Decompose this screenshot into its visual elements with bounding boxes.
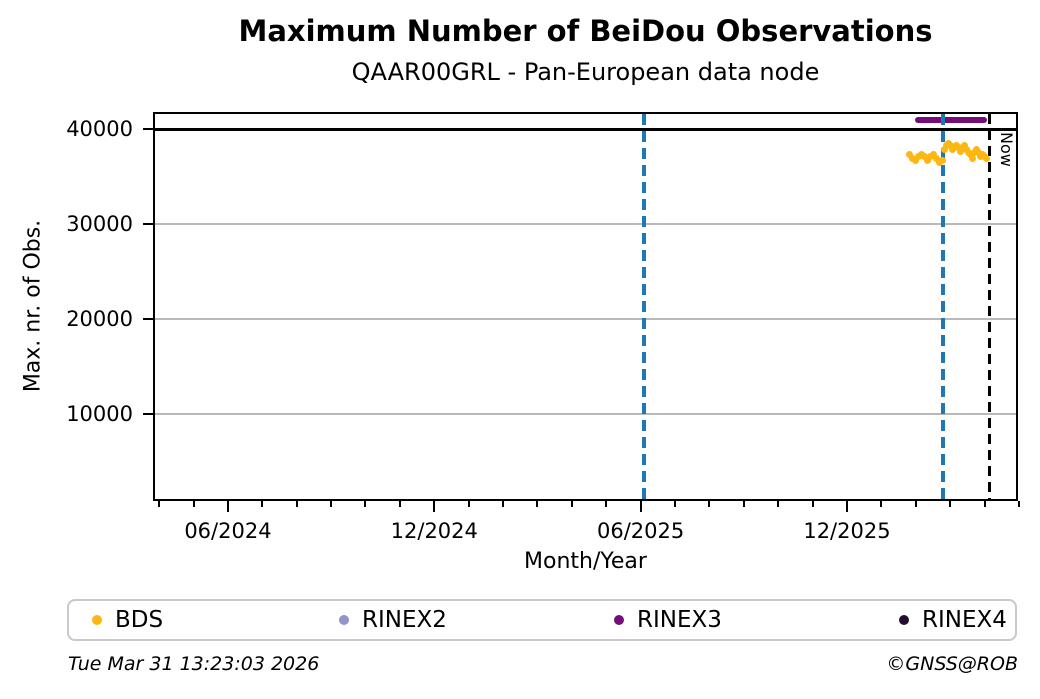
x-minor-tick xyxy=(811,501,814,507)
event-vline xyxy=(641,114,646,499)
bds-point xyxy=(938,156,946,164)
x-minor-tick xyxy=(914,501,917,507)
x-minor-tick xyxy=(467,501,470,507)
rinex3-marker-icon xyxy=(614,615,624,625)
x-minor-tick xyxy=(673,501,676,507)
credit: ©GNSS@ROB xyxy=(886,653,1018,675)
y-tick-label: 40000 xyxy=(66,117,133,142)
plot-area: 10000 20000 30000 40000 06/2024 12/2024 06/202… xyxy=(66,112,1020,543)
bds-point xyxy=(966,151,974,159)
x-tick-label: 06/2025 xyxy=(596,519,685,543)
x-axis-label: Month/Year xyxy=(524,549,647,574)
bds-point xyxy=(933,154,941,162)
chart-title: Maximum Number of BeiDou Observations xyxy=(238,14,933,48)
x-minor-tick xyxy=(880,501,883,507)
gridline xyxy=(155,412,1016,415)
legend-item-bds: BDS xyxy=(92,607,163,633)
y-tick-label: 10000 xyxy=(66,401,133,426)
x-minor-tick xyxy=(1017,501,1020,507)
legend-label: BDS xyxy=(115,607,164,633)
legend-item-rinex4: RINEX4 xyxy=(899,607,1007,633)
event-vline xyxy=(940,114,945,499)
rinex4-marker-icon xyxy=(899,615,909,625)
legend-item-rinex2: RINEX2 xyxy=(339,607,447,633)
x-major-tick xyxy=(226,501,229,512)
x-minor-tick xyxy=(330,501,333,507)
y-tick-label: 20000 xyxy=(66,306,133,331)
y-tick xyxy=(143,223,155,226)
chart-subtitle: QAAR00GRL - Pan-European data node xyxy=(351,58,820,86)
legend-item-rinex3: RINEX3 xyxy=(614,607,722,633)
x-minor-tick xyxy=(742,501,745,507)
bds-point xyxy=(924,156,932,164)
x-minor-tick xyxy=(605,501,608,507)
x-minor-tick xyxy=(158,501,161,507)
x-minor-tick xyxy=(536,501,539,507)
legend-label: RINEX4 xyxy=(922,607,1007,633)
x-minor-tick xyxy=(295,501,298,507)
x-tick-label: 12/2025 xyxy=(803,519,891,543)
bds-marker-icon xyxy=(92,615,102,625)
gridline xyxy=(155,317,1016,320)
x-minor-tick xyxy=(708,501,711,507)
gridline xyxy=(155,223,1016,226)
x-major-tick xyxy=(845,501,848,512)
x-major-tick xyxy=(639,501,642,512)
legend-label: RINEX3 xyxy=(637,607,722,633)
x-minor-tick xyxy=(502,501,505,507)
x-minor-tick xyxy=(364,501,367,507)
x-tick-label: 12/2024 xyxy=(390,519,478,543)
legend: BDS RINEX2 RINEX3 RINEX4 xyxy=(67,599,1017,641)
x-minor-tick xyxy=(192,501,195,507)
now-line xyxy=(988,114,992,499)
x-minor-tick xyxy=(949,501,952,507)
y-tick-label: 30000 xyxy=(66,212,133,237)
bds-point xyxy=(940,145,948,153)
bds-point xyxy=(983,155,991,163)
rinex2-marker-icon xyxy=(339,615,349,625)
y-tick xyxy=(143,317,155,320)
x-minor-tick xyxy=(983,501,986,507)
x-minor-tick xyxy=(777,501,780,507)
timestamp: Tue Mar 31 13:23:03 2026 xyxy=(68,653,320,675)
rinex3-line xyxy=(915,116,987,123)
now-label: Now xyxy=(996,132,1016,167)
legend-label: RINEX2 xyxy=(362,607,447,633)
x-tick-label: 06/2024 xyxy=(184,519,272,543)
x-major-tick xyxy=(433,501,436,512)
y-tick xyxy=(143,412,155,415)
x-minor-tick xyxy=(261,501,264,507)
bds-point xyxy=(912,156,920,164)
x-minor-tick xyxy=(570,501,573,507)
x-minor-tick xyxy=(398,501,401,507)
bds-point xyxy=(969,155,977,163)
y-tick xyxy=(143,128,155,131)
bds-point xyxy=(957,147,965,155)
max-observations-line xyxy=(155,127,1016,131)
